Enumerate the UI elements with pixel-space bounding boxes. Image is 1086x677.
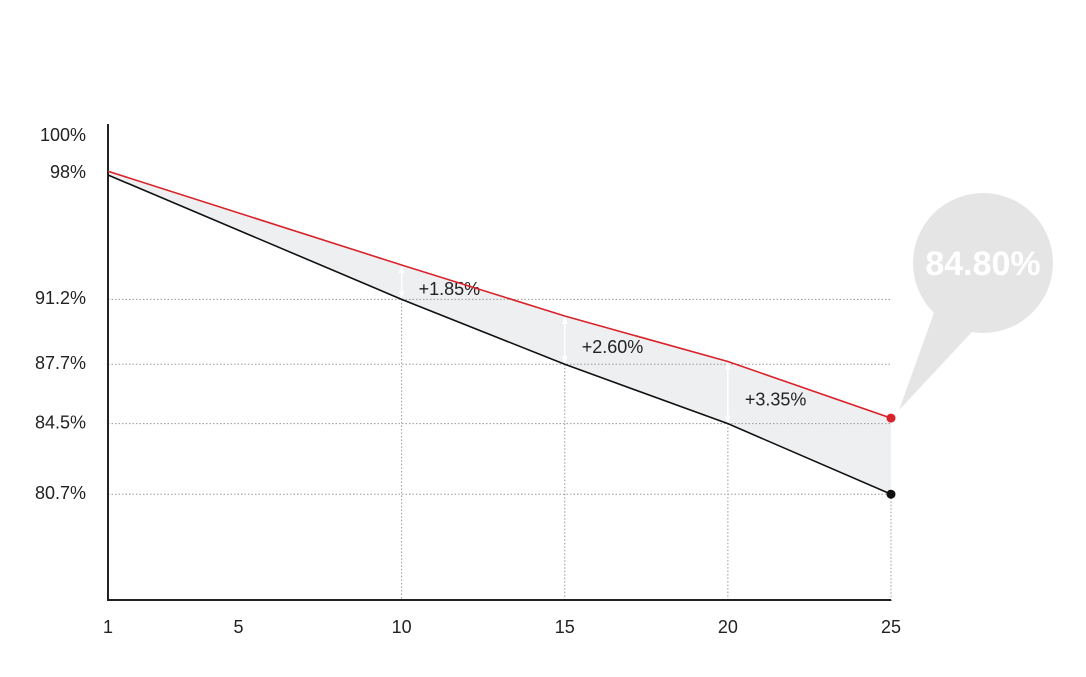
gap-area (108, 171, 891, 495)
x-tick-label: 1 (103, 617, 113, 637)
annotation: +1.85% (419, 279, 481, 299)
y-tick-label: 98% (50, 162, 86, 182)
arrow-head (724, 362, 731, 370)
x-tick-label: 20 (718, 617, 738, 637)
arrow-head (724, 415, 731, 423)
x-tick-label: 5 (233, 617, 243, 637)
y-tick-label: 84.5% (35, 412, 86, 432)
x-tick-label: 10 (392, 617, 412, 637)
callout-text: 84.80% (925, 245, 1040, 283)
x-tick-label: 25 (881, 617, 901, 637)
end-dot (886, 489, 896, 499)
arrow-head (561, 317, 568, 325)
arrow-head (398, 291, 405, 299)
y-tick-label: 100% (40, 125, 86, 145)
y-tick-label: 80.7% (35, 483, 86, 503)
arrow-head (398, 265, 405, 273)
series-line (107, 170, 892, 419)
annotation: +3.35% (745, 389, 807, 409)
x-tick-label: 15 (555, 617, 575, 637)
callout-bubble (913, 193, 1053, 333)
arrow-head (561, 356, 568, 364)
annotation: +2.60% (582, 337, 644, 357)
callout-tail (899, 310, 985, 411)
end-dot (886, 413, 896, 423)
series-line (107, 174, 892, 495)
y-tick-label: 91.2% (35, 288, 86, 308)
y-tick-label: 87.7% (35, 353, 86, 373)
